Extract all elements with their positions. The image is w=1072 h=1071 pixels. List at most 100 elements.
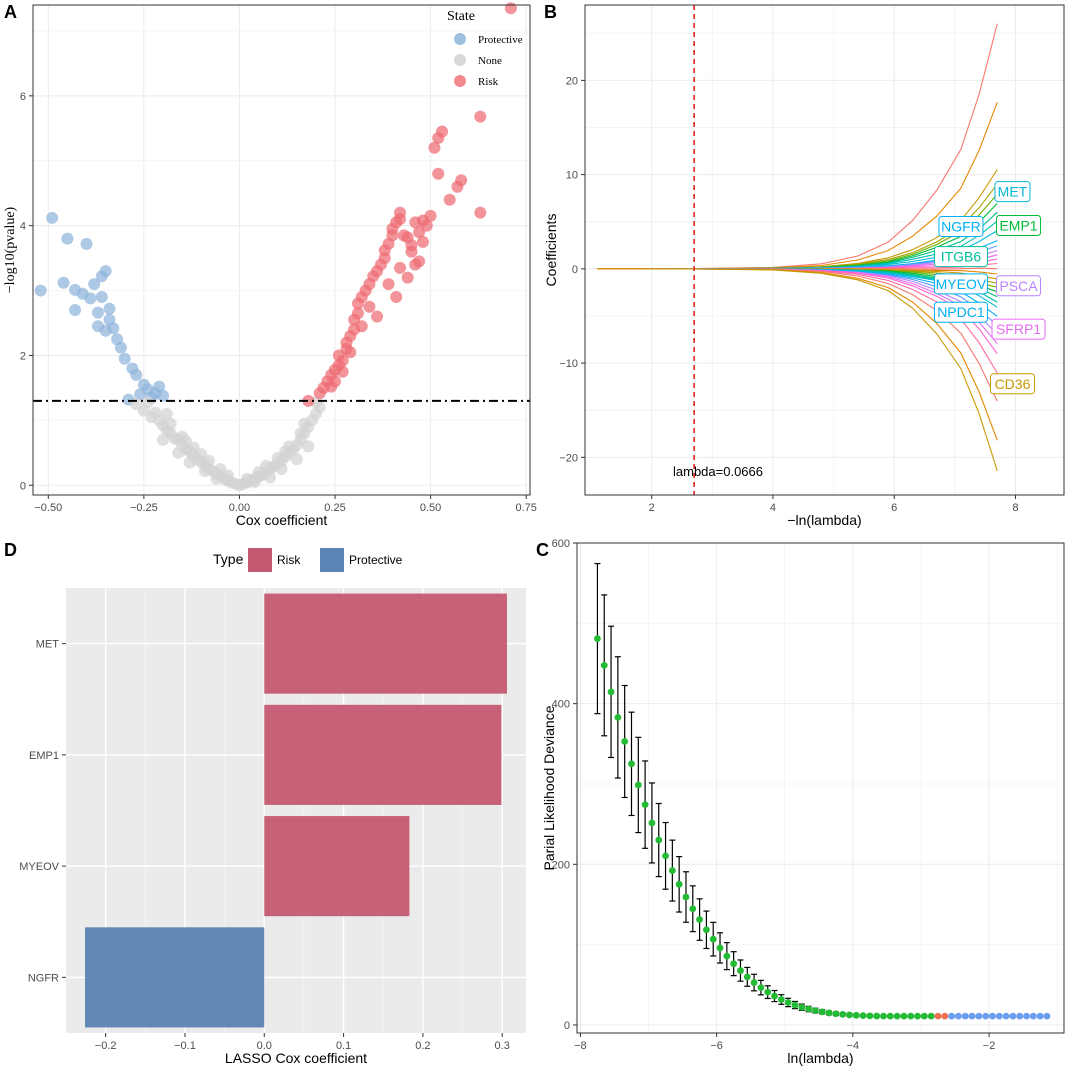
deviance-point bbox=[873, 1012, 881, 1020]
point-protective bbox=[103, 302, 116, 315]
deviance-point bbox=[798, 1003, 806, 1011]
point-protective bbox=[91, 320, 104, 333]
deviance-point bbox=[866, 1012, 874, 1020]
deviance-point bbox=[709, 935, 717, 943]
x-tick-label: −4 bbox=[847, 1040, 860, 1052]
deviance-point bbox=[975, 1012, 983, 1020]
point-protective bbox=[153, 380, 166, 393]
category-label: EMP1 bbox=[29, 750, 59, 762]
point-risk bbox=[443, 193, 456, 206]
point-risk bbox=[455, 174, 468, 187]
x-tick-label: −2 bbox=[983, 1040, 996, 1052]
point-none bbox=[279, 445, 292, 458]
y-tick-label: 400 bbox=[552, 699, 570, 711]
point-risk bbox=[344, 346, 357, 359]
panel-d-bar-chart: Type Risk Protective −0.2 −0.1 0.0 0.1 0.2 0.3 ME… bbox=[19, 548, 526, 1066]
deviance-point bbox=[737, 967, 744, 974]
point-none bbox=[302, 440, 315, 453]
point-none bbox=[260, 459, 273, 472]
y-tick-label: 600 bbox=[552, 538, 570, 550]
deviance-point bbox=[1036, 1012, 1044, 1020]
category-label: NGFR bbox=[28, 972, 59, 984]
panel-a-label: A bbox=[4, 2, 17, 22]
x-tick-label: 0.2 bbox=[415, 1040, 430, 1052]
gene-label-box bbox=[996, 275, 1042, 297]
y-axis-label: Parial Likelihood Deviance bbox=[541, 705, 557, 870]
panel-c-cv-deviance: −8 −6 −4 −2 0 200 400 600 ln(lambda) Parial Likel… bbox=[541, 538, 1065, 1066]
x-tick-label: −0.25 bbox=[130, 502, 158, 514]
gene-label-box bbox=[996, 215, 1042, 236]
deviance-point bbox=[948, 1012, 956, 1020]
deviance-point bbox=[614, 713, 622, 721]
category-label: MYEOV bbox=[19, 861, 59, 873]
panel-c-border bbox=[576, 542, 1065, 1034]
legend-key bbox=[320, 548, 344, 572]
y-axis-label: −log10(pvalue) bbox=[3, 206, 18, 293]
bar-emp1 bbox=[264, 704, 502, 805]
point-risk bbox=[401, 271, 414, 284]
deviance-point bbox=[886, 1012, 894, 1020]
deviance-point bbox=[716, 944, 724, 952]
gene-label-box bbox=[991, 318, 1046, 340]
deviance-point bbox=[920, 1012, 928, 1020]
legend-key bbox=[454, 33, 466, 45]
legend-title: Type bbox=[213, 551, 244, 567]
point-risk bbox=[474, 206, 487, 219]
point-none bbox=[298, 417, 311, 430]
point-risk bbox=[336, 365, 349, 378]
y-tick-label: 200 bbox=[552, 859, 570, 871]
point-risk bbox=[355, 320, 368, 333]
point-protective bbox=[34, 284, 47, 297]
deviance-point bbox=[648, 819, 656, 827]
deviance-point bbox=[791, 1001, 799, 1009]
y-tick-label: −20 bbox=[559, 452, 578, 464]
deviance-point bbox=[955, 1012, 962, 1020]
deviance-point bbox=[989, 1012, 996, 1020]
point-protective bbox=[130, 368, 143, 381]
lambda-annotation: lambda=0.0666 bbox=[673, 464, 763, 479]
gene-label: MET bbox=[998, 184, 1028, 200]
deviance-point bbox=[818, 1008, 826, 1016]
deviance-point bbox=[777, 996, 785, 1003]
deviance-point bbox=[662, 852, 669, 860]
deviance-point bbox=[1009, 1012, 1017, 1020]
panel-c-background bbox=[577, 543, 1064, 1033]
bar-myeov bbox=[264, 816, 410, 917]
point-none bbox=[294, 427, 307, 440]
point-risk bbox=[428, 141, 441, 154]
deviance-point bbox=[757, 984, 765, 992]
x-tick-label: 0.3 bbox=[495, 1040, 510, 1052]
point-risk bbox=[302, 394, 315, 407]
gene-label: SFRP1 bbox=[996, 321, 1041, 337]
deviance-point bbox=[628, 760, 635, 768]
y-tick-label: 2 bbox=[20, 350, 26, 362]
deviance-point bbox=[832, 1010, 840, 1018]
point-protective bbox=[57, 276, 70, 289]
deviance-point bbox=[750, 979, 758, 986]
deviance-point bbox=[703, 926, 710, 934]
panel-b-border bbox=[584, 4, 1065, 496]
x-tick-label: −0.2 bbox=[95, 1040, 117, 1052]
x-tick-label: 0.0 bbox=[257, 1040, 272, 1052]
coefficient-path bbox=[597, 268, 998, 472]
deviance-point bbox=[594, 635, 601, 642]
point-none bbox=[199, 464, 212, 477]
deviance-point bbox=[634, 781, 642, 789]
gene-label-box bbox=[933, 273, 988, 295]
legend-entry-label: Protective bbox=[478, 34, 523, 46]
point-risk bbox=[371, 310, 384, 323]
deviance-point bbox=[825, 1009, 833, 1017]
bar-met bbox=[264, 593, 507, 694]
y-axis-label: Coefficients bbox=[543, 214, 559, 287]
point-protective bbox=[118, 352, 131, 365]
deviance-point bbox=[723, 952, 731, 960]
point-protective bbox=[114, 341, 127, 354]
deviance-point bbox=[1002, 1012, 1010, 1020]
panel-a-background bbox=[33, 5, 530, 495]
point-risk bbox=[325, 380, 338, 393]
point-none bbox=[149, 406, 162, 419]
point-risk bbox=[416, 214, 429, 227]
legend-key bbox=[454, 54, 466, 66]
deviance-point bbox=[743, 973, 751, 981]
point-protective bbox=[76, 287, 89, 300]
